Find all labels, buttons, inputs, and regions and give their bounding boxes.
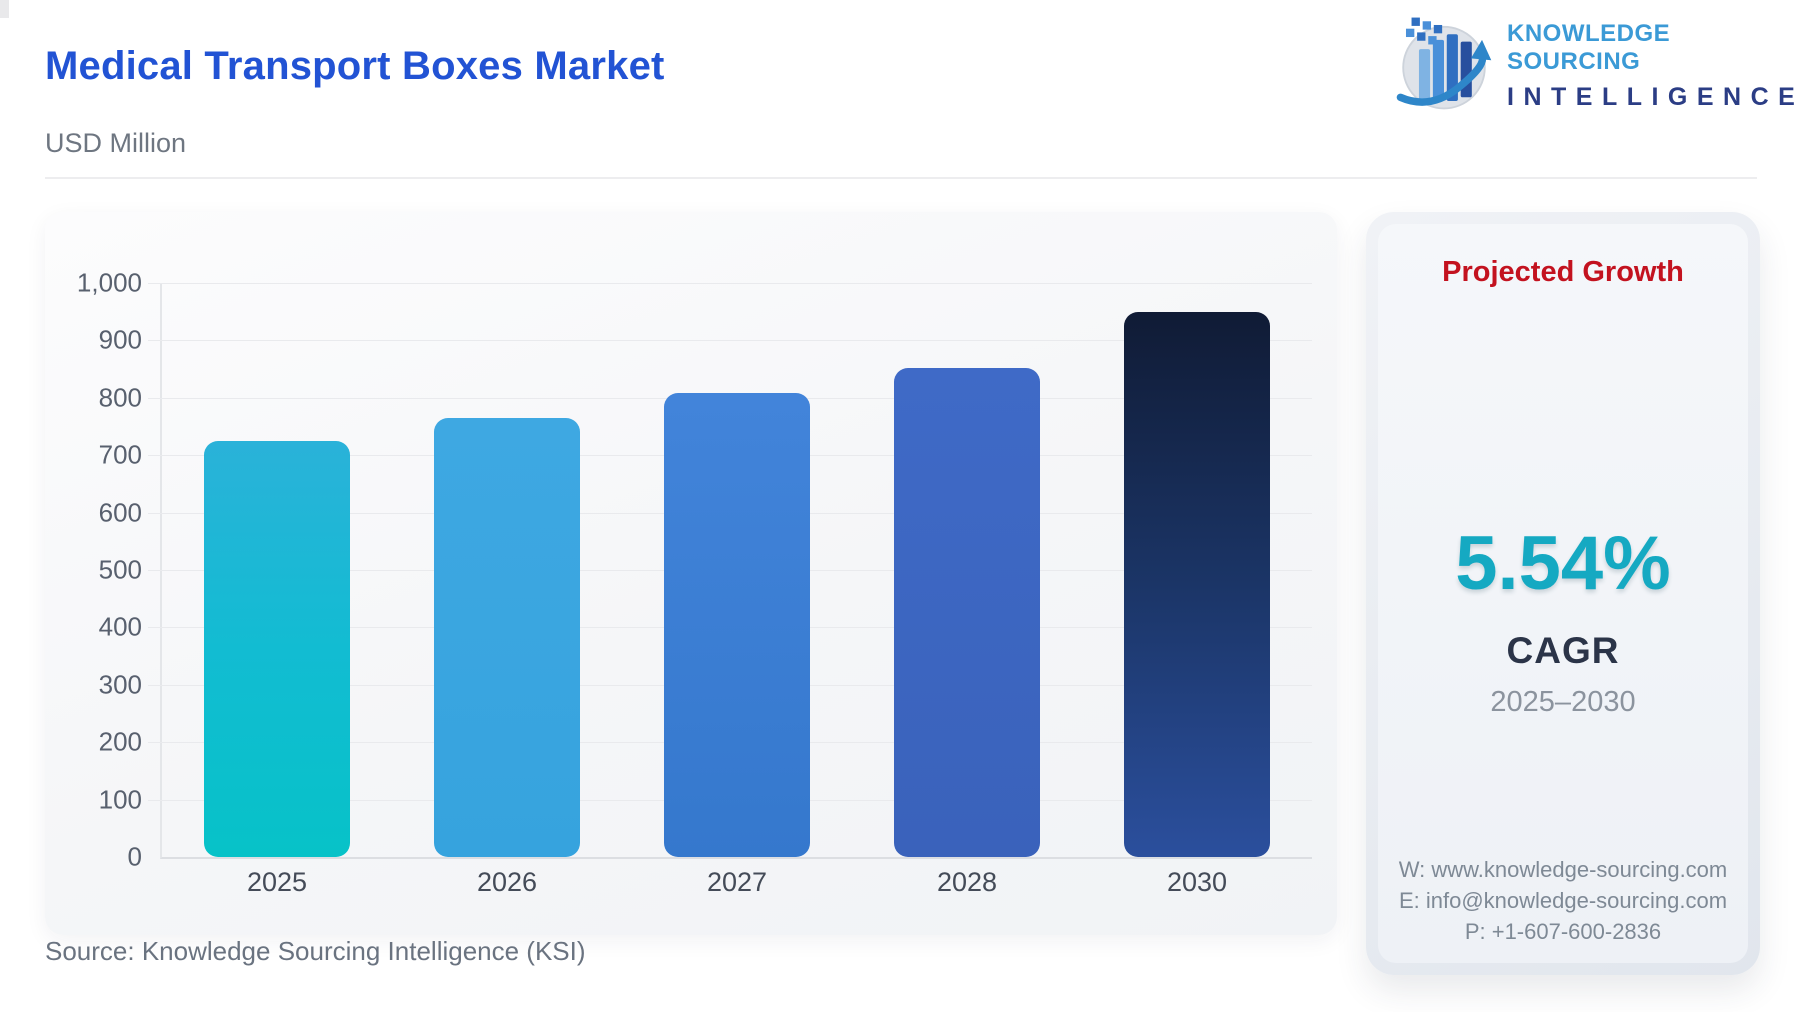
y-axis-tick-label: 300 — [98, 669, 142, 700]
y-axis-tick-label: 1,000 — [76, 267, 142, 298]
y-axis-tick-label: 600 — [98, 497, 142, 528]
x-axis-label-2030: 2030 — [1166, 867, 1228, 897]
header-divider — [45, 177, 1757, 179]
y-axis-tick-label: 700 — [98, 439, 142, 470]
y-axis-tick-label: 500 — [98, 554, 142, 585]
bar-2025 — [204, 440, 350, 857]
brand-logo: KNOWLEDGE SOURCING INTELLIGENCE — [1393, 12, 1800, 119]
source-note: Source: Knowledge Sourcing Intelligence … — [45, 936, 586, 966]
projected-growth-panel: Projected Growth 5.54% CAGR 2025–2030 W:… — [1366, 212, 1760, 975]
y-axis-tick-label: 200 — [98, 726, 142, 757]
y-axis-tick-label: 800 — [98, 382, 142, 413]
contact-website: W: www.knowledge-sourcing.com — [1398, 857, 1728, 882]
bar-2026 — [434, 417, 580, 857]
chart-unit-label: USD Million — [45, 128, 187, 158]
projected-growth-panel-surface: Projected Growth 5.54% CAGR 2025–2030 W:… — [1378, 224, 1748, 963]
panel-heading: Projected Growth — [1442, 256, 1684, 288]
gridline-1,000 — [148, 283, 1312, 284]
bar-2030 — [1124, 311, 1270, 857]
screen-corner-artifact — [0, 0, 9, 18]
cagr-value: 5.54% — [1455, 521, 1671, 606]
cagr-period: 2025–2030 — [1490, 686, 1636, 718]
gridline-900 — [148, 340, 1312, 342]
bar-2028 — [894, 367, 1040, 857]
x-axis-label-2028: 2028 — [936, 867, 998, 897]
brand-name: KNOWLEDGE SOURCING INTELLIGENCE — [1507, 20, 1800, 112]
brand-name-line2: INTELLIGENCE — [1507, 82, 1800, 111]
bar-chart-globe-arrow-icon — [1393, 12, 1495, 119]
y-axis-tick-label: 400 — [98, 611, 142, 642]
bar-2027 — [664, 393, 810, 857]
y-axis-tick-label: 900 — [98, 324, 142, 355]
brand-name-line1: KNOWLEDGE SOURCING — [1507, 19, 1671, 75]
y-axis-tick-label: 100 — [98, 784, 142, 815]
contact-email: E: info@knowledge-sourcing.com — [1398, 888, 1728, 913]
contact-phone: P: +1-607-600-2836 — [1464, 919, 1662, 944]
x-axis-label-2027: 2027 — [706, 867, 768, 897]
bar-chart-card: 0 100 200 300 400 500 600 700 800 900 1,000 2025 202… — [45, 212, 1337, 935]
page-title: Medical Transport Boxes Market — [45, 44, 665, 88]
cagr-label: CAGR — [1506, 630, 1620, 671]
x-axis-label-2026: 2026 — [476, 867, 538, 897]
contact-block: W: www.knowledge-sourcing.com E: info@kn… — [1378, 854, 1748, 947]
y-axis-tick-label: 0 — [127, 841, 142, 872]
plot-area: 0 100 200 300 400 500 600 700 800 900 1,000 2025 202… — [77, 268, 1312, 897]
x-axis-label-2025: 2025 — [246, 867, 308, 897]
